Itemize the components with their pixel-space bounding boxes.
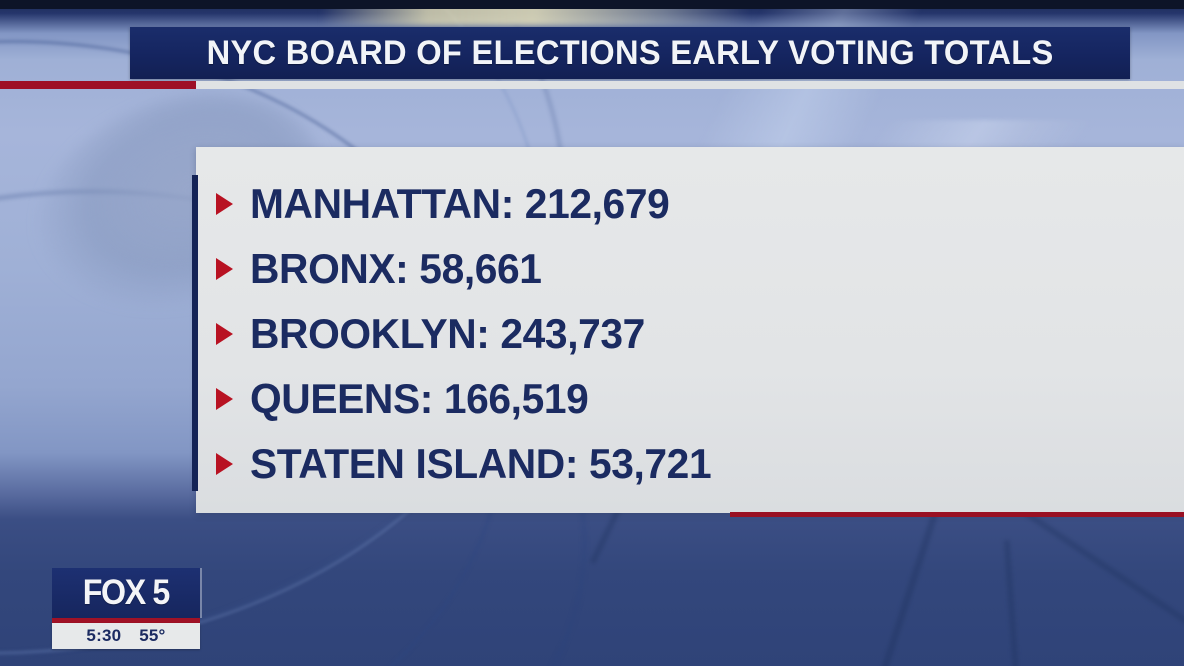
- list-item-label: QUEENS: 166,519: [250, 374, 589, 422]
- bug-red-divider: [52, 618, 200, 623]
- results-panel: MANHATTAN: 212,679 BRONX: 58,661 BROOKLY…: [196, 147, 1184, 513]
- temperature-reading: 55°: [139, 626, 166, 645]
- background-top-letterbox: [0, 0, 1184, 9]
- title-banner: NYC BOARD OF ELECTIONS EARLY VOTING TOTA…: [130, 27, 1130, 79]
- list-item: MANHATTAN: 212,679: [216, 171, 1184, 236]
- station-bug: FOX 5 5:30 55°: [52, 568, 200, 649]
- list-item-label: BRONX: 58,661: [250, 244, 542, 292]
- fox5-logo: FOX 5: [52, 568, 200, 618]
- list-item: STATEN ISLAND: 53,721: [216, 431, 1184, 496]
- borough-totals-list: MANHATTAN: 212,679 BRONX: 58,661 BROOKLY…: [216, 171, 1184, 496]
- banner-red-rule: [0, 81, 196, 89]
- list-item-label: MANHATTAN: 212,679: [250, 179, 670, 227]
- clock-time: 5:30: [86, 626, 122, 645]
- panel-bottom-red-rule: [730, 512, 1184, 517]
- panel-left-accent-bar: [192, 175, 198, 491]
- triangle-bullet-icon: [216, 192, 242, 215]
- list-item: BROOKLYN: 243,737: [216, 301, 1184, 366]
- banner-grey-rule: [196, 81, 1184, 89]
- triangle-bullet-icon: [216, 257, 242, 280]
- list-item-label: STATEN ISLAND: 53,721: [250, 439, 712, 487]
- triangle-bullet-icon: [216, 387, 242, 410]
- list-item: BRONX: 58,661: [216, 236, 1184, 301]
- list-item: QUEENS: 166,519: [216, 366, 1184, 431]
- list-item-label: BROOKLYN: 243,737: [250, 309, 645, 357]
- triangle-bullet-icon: [216, 322, 242, 345]
- bug-info-bar: 5:30 55°: [52, 623, 200, 649]
- triangle-bullet-icon: [216, 452, 242, 475]
- fox5-logo-text: FOX 5: [82, 573, 171, 612]
- page-title: NYC BOARD OF ELECTIONS EARLY VOTING TOTA…: [206, 33, 1054, 72]
